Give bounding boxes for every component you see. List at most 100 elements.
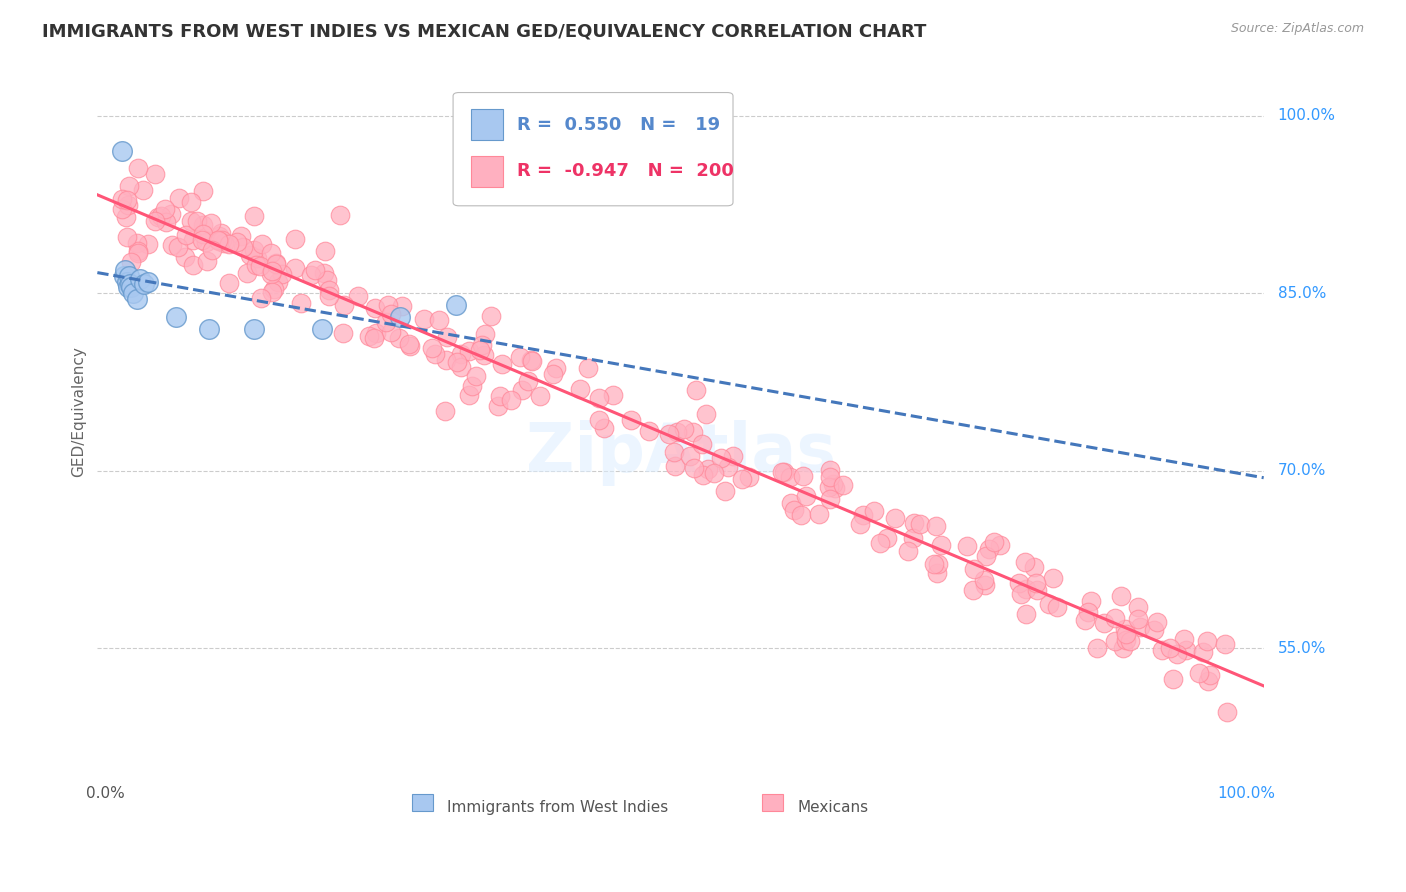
Point [111,192,134,206]
Point [232,240,254,254]
Point [1109,590,1132,604]
Point [713,483,735,498]
Point [927,557,949,571]
Point [1126,600,1149,615]
Point [450,347,472,361]
Point [191,227,214,241]
Point [153,202,176,216]
Point [717,459,740,474]
Point [132,183,155,197]
Point [963,562,986,576]
Point [1197,674,1219,689]
Text: R =  -0.947   N =  200: R = -0.947 N = 200 [517,162,734,180]
Point [249,259,271,273]
Point [260,285,283,300]
Point [869,536,891,550]
Point [264,256,287,270]
Point [218,237,240,252]
Point [209,226,232,240]
Point [876,531,898,545]
Point [380,307,402,321]
Point [260,245,283,260]
Point [136,275,159,289]
Point [332,298,354,312]
Y-axis label: GED/Equivalency: GED/Equivalency [72,346,86,477]
Point [218,276,240,290]
Point [207,233,229,247]
Point [239,248,262,262]
Point [1010,587,1032,601]
Point [544,361,567,376]
Point [122,286,145,301]
Point [479,309,502,323]
Point [576,361,599,376]
Point [638,424,661,438]
Point [329,208,352,222]
Point [366,326,388,340]
Point [543,368,565,382]
Point [180,195,202,210]
Point [181,233,204,247]
Text: 100.0%: 100.0% [1218,786,1275,801]
Point [1026,583,1049,598]
Point [461,378,484,392]
Point [399,339,422,353]
Text: ZipAtlas: ZipAtlas [526,420,835,486]
Text: 70.0%: 70.0% [1278,463,1326,478]
Point [824,481,846,495]
Point [143,214,166,228]
Point [832,478,855,492]
Point [117,179,139,194]
Point [111,145,134,159]
Point [117,280,139,294]
Point [1077,605,1099,619]
Point [783,503,806,517]
Point [193,184,215,198]
Point [226,235,249,249]
Point [474,327,496,342]
Point [569,383,592,397]
Point [236,266,259,280]
Point [1152,643,1174,657]
Point [925,519,948,533]
Point [1025,575,1047,590]
Point [465,369,488,384]
Point [195,253,218,268]
Point [956,539,979,553]
Point [818,480,841,494]
Point [148,211,170,225]
Point [446,355,468,369]
Point [191,234,214,248]
Point [118,268,141,283]
Point [658,426,681,441]
Point [1159,641,1181,656]
Point [491,358,513,372]
Point [176,228,198,243]
Point [212,236,235,251]
Point [1143,623,1166,637]
Point [474,348,496,362]
Point [1163,672,1185,686]
Point [1166,647,1188,661]
Point [983,535,1005,549]
Text: 55.0%: 55.0% [1278,641,1326,656]
Point [790,508,813,522]
Point [198,322,221,336]
Point [703,466,725,480]
Point [1015,582,1038,596]
Point [901,531,924,545]
Point [685,383,707,397]
Point [710,450,733,465]
Point [664,458,686,473]
Point [115,275,138,289]
Point [1198,668,1220,682]
Point [1188,665,1211,680]
Point [434,352,457,367]
Point [457,388,479,402]
Point [134,277,156,291]
Point [501,392,523,407]
Point [486,399,509,413]
Point [127,161,149,175]
Text: IMMIGRANTS FROM WEST INDIES VS MEXICAN GED/EQUIVALENCY CORRELATION CHART: IMMIGRANTS FROM WEST INDIES VS MEXICAN G… [42,22,927,40]
Point [229,229,252,244]
